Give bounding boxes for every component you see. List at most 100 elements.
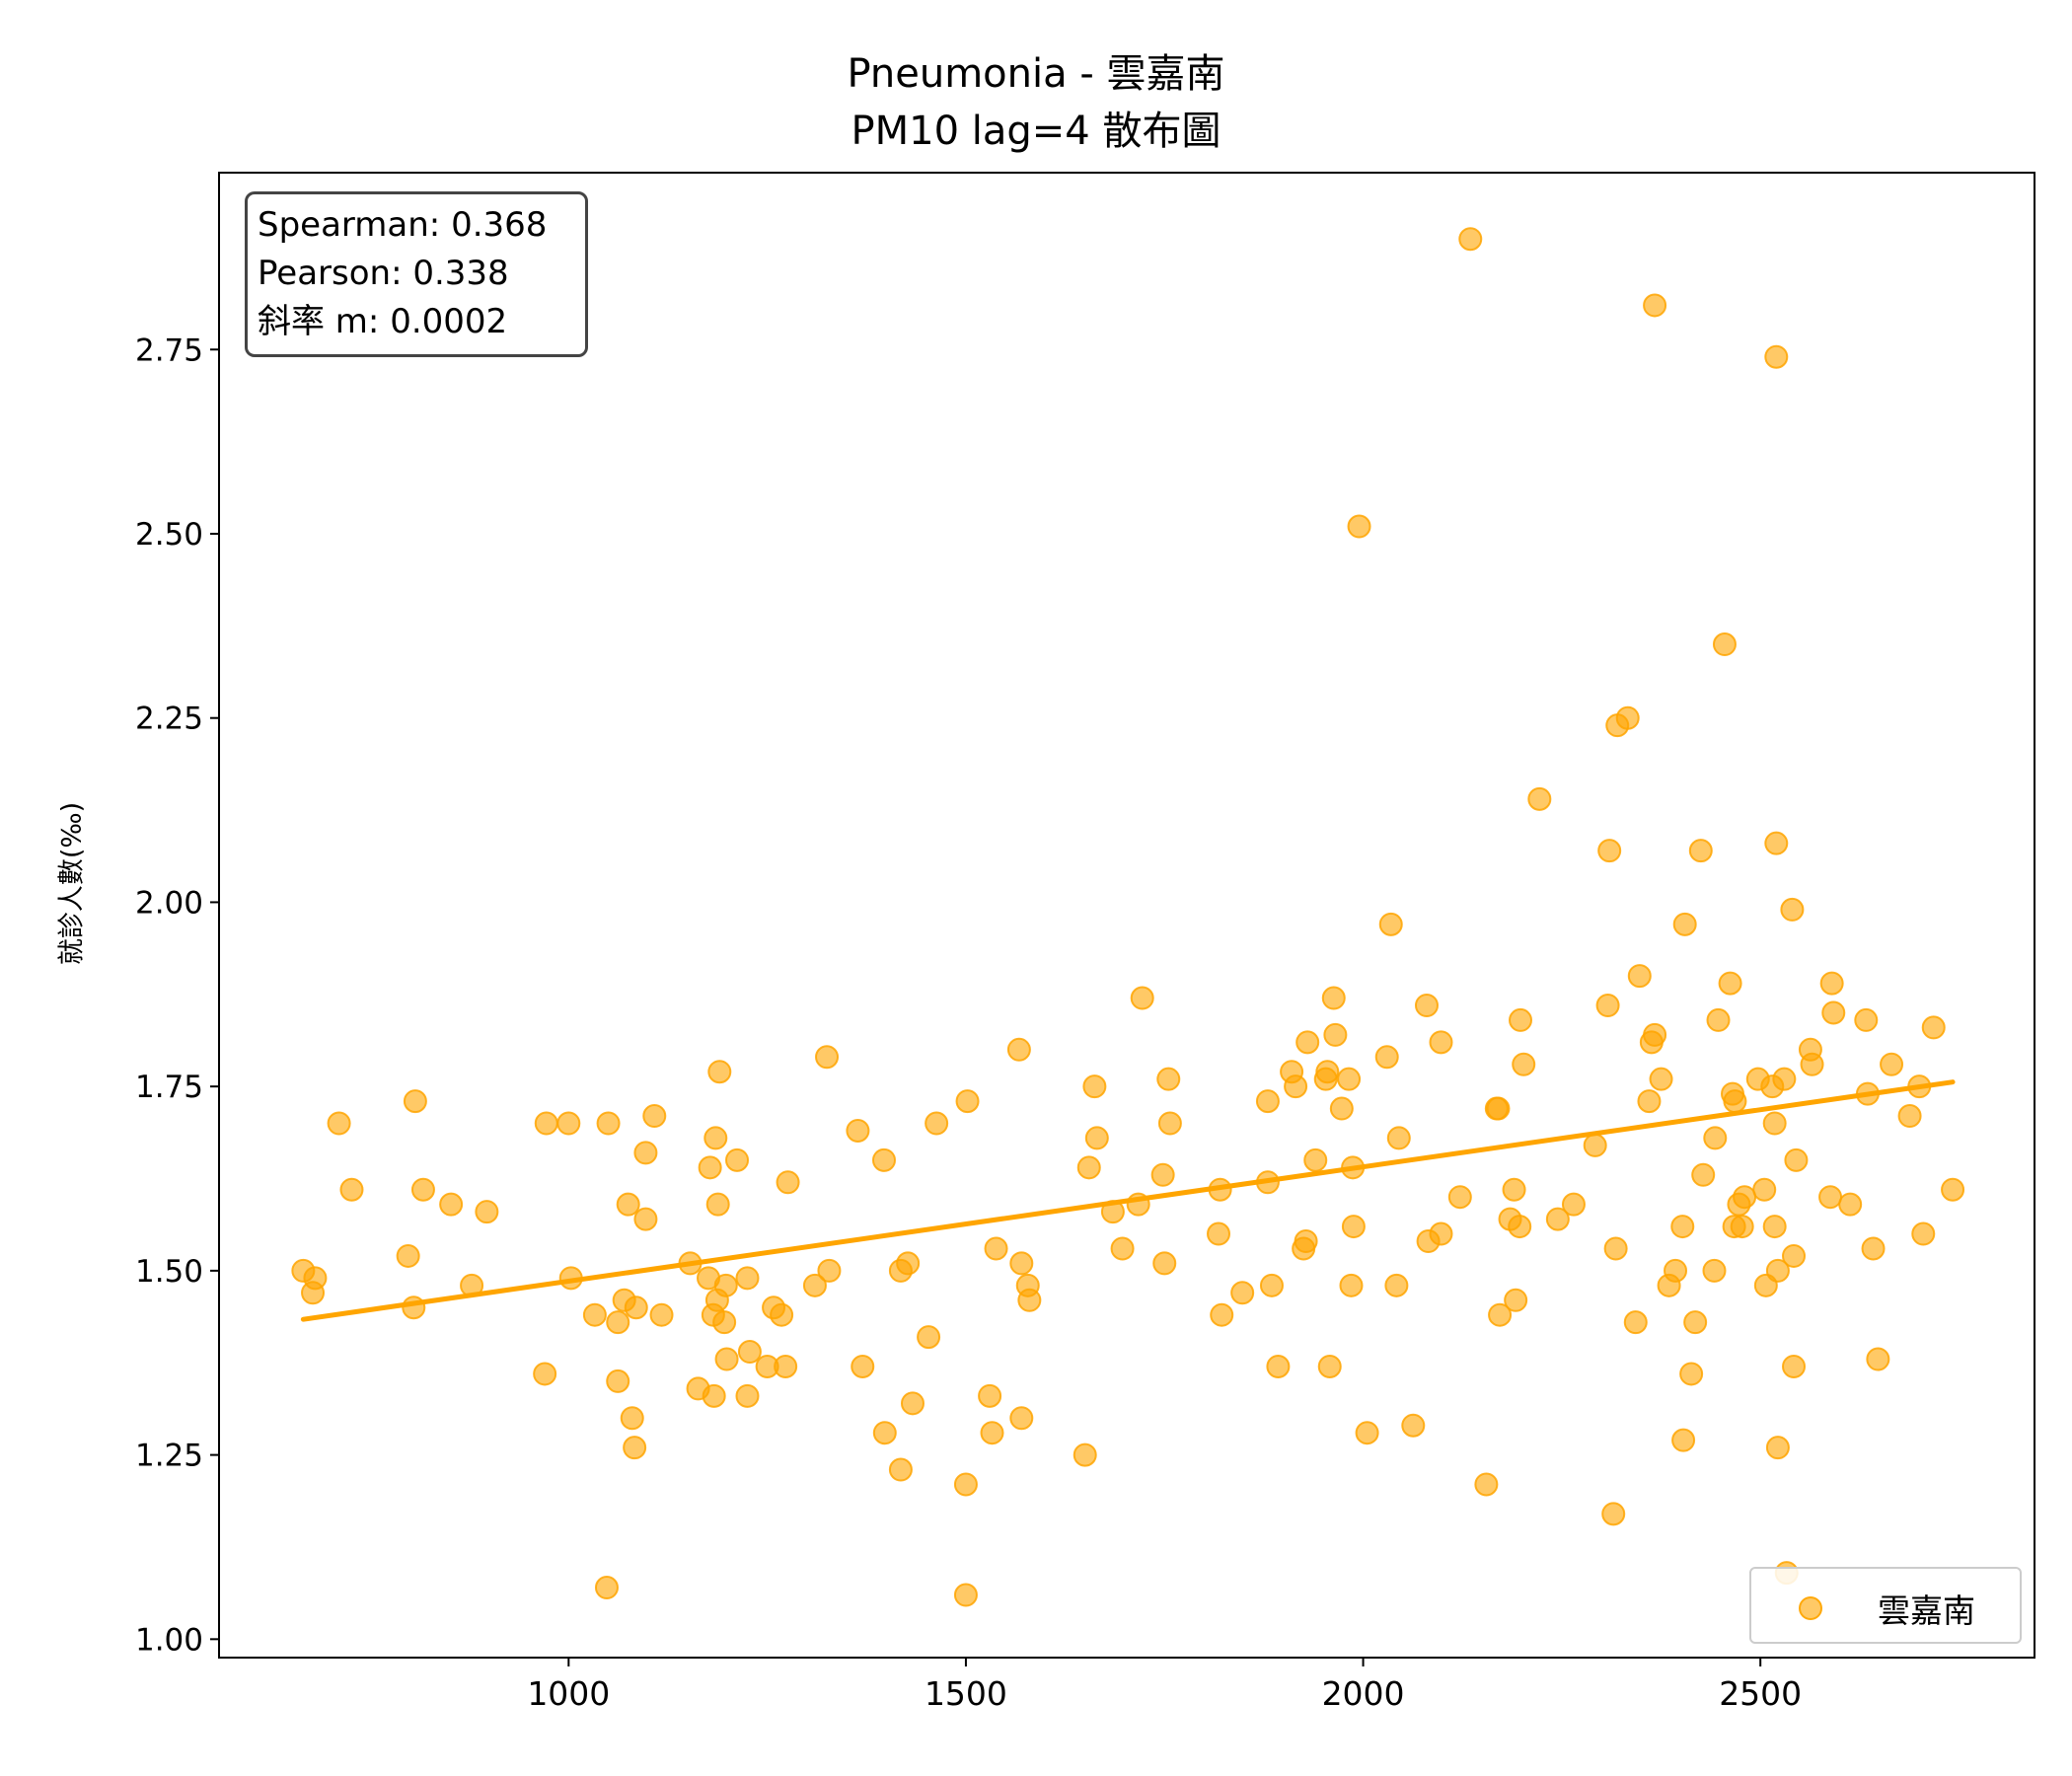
data-point [327, 1111, 351, 1136]
data-point [620, 1406, 644, 1431]
data-point [712, 1310, 737, 1335]
data-point [1688, 839, 1713, 863]
data-point [606, 1310, 630, 1335]
data-point [623, 1436, 647, 1460]
data-point [1821, 1000, 1846, 1025]
data-point [776, 1170, 800, 1195]
data-point [1374, 1045, 1399, 1070]
y-axis-ticks: 1.00 1.25 1.50 1.75 2.00 2.25 2.50 2.75 [135, 333, 219, 1658]
data-point [1672, 912, 1697, 936]
data-point [1595, 993, 1620, 1017]
data-point [475, 1200, 499, 1224]
data-point [1110, 1236, 1135, 1261]
data-point [846, 1118, 870, 1143]
y-tick-label: 2.50 [135, 517, 203, 553]
data-point [1718, 971, 1742, 996]
data-point [1911, 1221, 1936, 1246]
legend-marker [1799, 1596, 1822, 1620]
trend-line [300, 1079, 1956, 1322]
data-point [1583, 1133, 1607, 1157]
data-point [1723, 1089, 1747, 1114]
data-point [1384, 1273, 1409, 1297]
data-point [1664, 1258, 1688, 1283]
data-point [594, 1576, 619, 1600]
data-point [1512, 1052, 1536, 1076]
slope-stat: 斜率 m: 0.0002 [258, 302, 508, 341]
data-point [1341, 1215, 1366, 1239]
data-point [896, 1251, 921, 1276]
y-tick-label: 2.00 [135, 885, 203, 921]
data-point [815, 1045, 840, 1070]
data-point [707, 1060, 732, 1084]
data-point [1323, 1022, 1348, 1047]
data-point [1637, 1089, 1662, 1114]
data-point [871, 1147, 896, 1172]
data-point [1509, 1007, 1533, 1032]
data-point [1156, 1067, 1181, 1091]
data-point [1458, 227, 1483, 252]
data-point [774, 1354, 798, 1378]
x-tick-label: 2000 [1322, 1674, 1405, 1713]
data-point [1150, 1162, 1175, 1187]
data-point [1601, 1502, 1626, 1526]
plot-area [218, 172, 2035, 1659]
data-point [534, 1111, 558, 1136]
data-point [1615, 705, 1640, 730]
data-point [1762, 1111, 1787, 1136]
data-point [1838, 1192, 1863, 1217]
data-point [1284, 1074, 1308, 1099]
data-point [1017, 1288, 1042, 1312]
data-point [770, 1302, 794, 1327]
y-tick-label: 2.25 [135, 702, 203, 737]
data-point [1941, 1177, 1965, 1202]
data-point [1429, 1221, 1453, 1246]
data-point [1157, 1111, 1182, 1136]
data-point [1643, 293, 1667, 318]
pearson-stat: Pearson: 0.338 [258, 254, 509, 293]
stats-annotation-box: Spearman: 0.368 Pearson: 0.338 斜率 m: 0.0… [245, 191, 588, 357]
data-point [1009, 1251, 1034, 1276]
data-point [925, 1111, 949, 1136]
data-point [735, 1383, 760, 1408]
data-point [1317, 1354, 1342, 1378]
data-point [1130, 986, 1154, 1010]
data-point [633, 1141, 658, 1165]
data-point [1623, 1310, 1648, 1335]
data-point [953, 1583, 978, 1607]
x-tick-label: 1000 [527, 1674, 610, 1713]
x-axis-ticks: 1000 1500 2000 2500 [527, 1658, 1802, 1713]
data-point [1486, 1096, 1511, 1121]
data-point [1733, 1185, 1757, 1210]
data-point [698, 1155, 722, 1180]
data-point [714, 1347, 739, 1371]
y-tick-label: 1.25 [135, 1439, 203, 1474]
data-point [1294, 1229, 1318, 1254]
data-point [642, 1104, 667, 1129]
data-point [1712, 632, 1737, 657]
data-point [1782, 1354, 1807, 1378]
data-point [1854, 1007, 1879, 1032]
data-point [1597, 839, 1622, 863]
data-point [1378, 912, 1403, 936]
data-point [1315, 1060, 1340, 1084]
data-point [1266, 1354, 1291, 1378]
data-point [1897, 1104, 1922, 1129]
data-point [596, 1111, 621, 1136]
data-point [1259, 1273, 1284, 1297]
data-point [888, 1457, 913, 1482]
data-point [1545, 1207, 1570, 1231]
data-point [703, 1126, 728, 1150]
data-point [1762, 1215, 1787, 1239]
data-point [1691, 1162, 1716, 1187]
data-point [1347, 514, 1371, 539]
x-tick-label: 1500 [925, 1674, 1007, 1713]
legend: 雲嘉南 [1749, 1567, 2022, 1644]
data-point [1780, 897, 1805, 922]
y-tick-label: 1.50 [135, 1254, 203, 1290]
data-point [1765, 1436, 1790, 1460]
data-point [1303, 1147, 1328, 1172]
data-point [649, 1302, 674, 1327]
data-point [1329, 1096, 1354, 1121]
data-point [1603, 1236, 1628, 1261]
data-point [978, 1383, 1002, 1408]
